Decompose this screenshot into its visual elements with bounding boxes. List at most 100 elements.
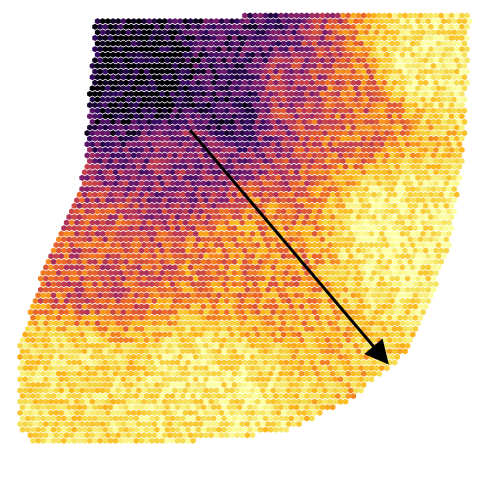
data-spot [89, 85, 96, 92]
data-spot [226, 79, 233, 86]
data-spot [301, 185, 307, 193]
data-spot [53, 253, 59, 260]
data-spot [350, 225, 357, 232]
data-spot [376, 292, 382, 299]
data-spot [164, 113, 170, 120]
data-spot [162, 275, 168, 282]
data-spot [379, 365, 385, 372]
data-spot [229, 376, 235, 383]
data-spot [229, 74, 235, 81]
data-spot [448, 68, 455, 75]
data-spot [128, 404, 134, 411]
data-spot [211, 113, 217, 120]
data-spot [115, 174, 121, 181]
data-spot [322, 163, 328, 170]
data-spot [239, 275, 245, 282]
data-spot [229, 331, 235, 338]
data-spot [425, 74, 431, 81]
data-spot [118, 135, 124, 142]
data-spot [309, 124, 315, 131]
data-spot [211, 191, 217, 198]
data-spot [373, 62, 380, 70]
data-spot [267, 303, 274, 310]
data-spot [133, 225, 139, 232]
data-spot [270, 219, 276, 226]
data-spot [386, 169, 393, 176]
data-spot [381, 90, 388, 98]
data-spot [118, 225, 124, 232]
data-spot [262, 102, 269, 109]
data-spot [384, 253, 390, 260]
data-spot [200, 348, 207, 355]
data-spot [17, 387, 23, 394]
data-spot [288, 359, 295, 366]
data-spot [50, 415, 57, 422]
data-spot [335, 135, 341, 142]
data-spot [102, 236, 108, 243]
data-spot [379, 342, 385, 349]
data-spot [180, 113, 186, 120]
data-spot [350, 191, 357, 198]
data-spot [71, 404, 77, 411]
data-spot [314, 191, 320, 198]
data-spot [389, 253, 395, 260]
data-spot [120, 320, 127, 327]
data-spot [110, 432, 116, 439]
data-spot [407, 191, 413, 198]
data-spot [244, 432, 251, 439]
data-spot [50, 392, 57, 400]
data-spot [425, 163, 431, 170]
data-spot [296, 241, 302, 249]
data-spot [252, 359, 258, 366]
data-spot [224, 62, 230, 70]
data-spot [125, 174, 132, 181]
data-spot [304, 236, 310, 243]
data-spot [50, 281, 57, 288]
data-spot [265, 130, 271, 137]
data-spot [273, 90, 279, 98]
data-spot [262, 225, 269, 232]
data-spot [102, 157, 108, 165]
data-spot [322, 197, 328, 204]
data-spot [288, 325, 295, 333]
data-spot [19, 392, 26, 400]
data-spot [332, 96, 338, 103]
data-spot [84, 420, 90, 428]
data-spot [394, 309, 400, 316]
data-spot [115, 264, 121, 271]
data-spot [76, 247, 83, 254]
data-spot [314, 337, 320, 344]
data-spot [327, 62, 333, 70]
data-spot [146, 107, 152, 114]
data-spot [149, 124, 155, 131]
data-spot [330, 113, 336, 120]
data-spot [89, 174, 96, 181]
data-spot [81, 225, 88, 232]
data-spot [97, 381, 103, 388]
data-spot [61, 281, 67, 288]
data-spot [138, 225, 145, 232]
data-spot [280, 141, 287, 148]
data-spot [115, 409, 121, 416]
data-spot [273, 281, 279, 288]
data-spot [131, 96, 137, 103]
data-spot [231, 79, 238, 86]
data-spot [190, 348, 196, 355]
data-spot [260, 253, 266, 260]
data-spot [335, 79, 341, 86]
data-spot [417, 57, 424, 64]
data-spot [182, 365, 189, 372]
data-spot [118, 213, 124, 221]
data-spot [164, 292, 170, 299]
data-spot [131, 152, 137, 159]
data-spot [102, 281, 108, 288]
data-spot [226, 392, 233, 400]
data-spot [167, 107, 173, 114]
data-spot [306, 365, 313, 372]
data-spot [420, 74, 426, 81]
data-spot [340, 124, 346, 131]
data-spot [61, 247, 67, 254]
data-spot [167, 387, 173, 394]
data-spot [112, 57, 119, 64]
data-spot [236, 359, 243, 366]
